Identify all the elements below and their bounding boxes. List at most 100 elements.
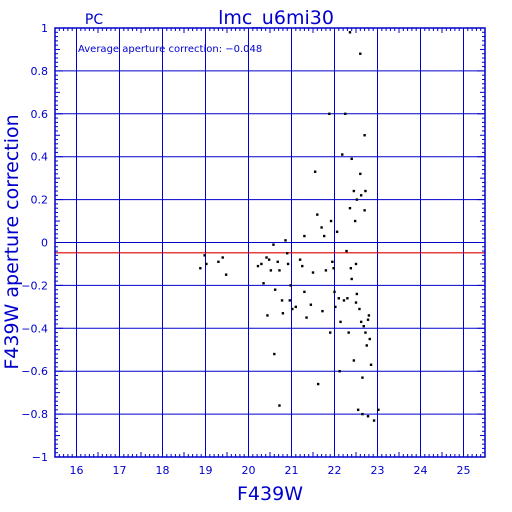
data-point [368, 337, 371, 341]
data-point [286, 252, 289, 255]
data-point [265, 256, 268, 259]
x-tick-label: 16 [70, 464, 84, 477]
data-point [359, 194, 363, 197]
data-point [364, 331, 367, 334]
data-point [369, 363, 373, 366]
y-tick-label: 0.4 [31, 151, 49, 164]
data-point [354, 301, 358, 304]
data-point [341, 153, 344, 156]
data-point [316, 213, 319, 216]
data-point [349, 267, 353, 270]
data-point [309, 303, 313, 306]
average-annotation: Average aperture correction: −0.048 [78, 44, 262, 55]
data-point [372, 419, 376, 422]
data-point [335, 230, 339, 233]
x-tick-label: 18 [156, 464, 170, 477]
data-point [366, 415, 370, 418]
data-point [365, 344, 368, 347]
data-point [364, 189, 367, 193]
y-tick-label: −0.4 [21, 322, 48, 335]
data-point [260, 262, 263, 266]
data-point [284, 239, 287, 242]
y-tick-label: −1 [32, 451, 48, 464]
data-point [313, 170, 317, 173]
data-point [203, 254, 206, 257]
data-point [355, 292, 359, 296]
data-point [301, 264, 304, 268]
y-tick-label: 0.6 [31, 108, 49, 121]
data-point [205, 262, 208, 266]
data-point [199, 267, 202, 270]
data-point [311, 271, 315, 274]
data-point [355, 198, 359, 201]
data-point [346, 297, 349, 300]
data-point [329, 331, 332, 334]
data-point [352, 189, 356, 193]
x-tick-label: 24 [414, 464, 428, 477]
data-point [361, 412, 364, 416]
grid-lines [55, 27, 485, 458]
data-point [354, 262, 358, 266]
data-point [350, 157, 353, 161]
data-point [281, 312, 285, 315]
data-point [377, 408, 380, 412]
data-point [316, 382, 320, 386]
y-tick-label: −0.2 [21, 279, 48, 292]
data-point [363, 134, 366, 137]
data-point [339, 320, 342, 324]
x-tick-label: 23 [371, 464, 385, 477]
y-tick-label: −0.8 [21, 408, 48, 421]
data-point [352, 359, 356, 362]
data-point [328, 112, 331, 115]
data-point [294, 305, 297, 309]
data-point [272, 243, 275, 246]
data-point [262, 282, 265, 285]
data-point [363, 209, 366, 212]
data-point [256, 264, 260, 268]
data-point [267, 258, 271, 261]
x-tick-label: 22 [328, 464, 342, 477]
data-point [345, 249, 348, 253]
data-point [338, 370, 341, 373]
data-point [291, 307, 294, 311]
data-point [303, 234, 306, 238]
data-point [356, 408, 360, 412]
data-point [217, 260, 220, 264]
data-point [286, 262, 290, 266]
data-point [347, 331, 350, 334]
data-point [276, 260, 279, 264]
data-point [288, 299, 291, 302]
data-point [350, 277, 353, 281]
y-tick-labels: 1 0.8 0.6 0.4 0.2 0 −0.2 −0.4 −0.6 −0.8 −1 [21, 22, 48, 464]
data-point [321, 309, 324, 313]
data-point [322, 234, 326, 238]
data-point [337, 297, 340, 300]
data-point [280, 299, 284, 302]
data-point [289, 284, 292, 287]
y-tick-label: 0 [41, 237, 48, 250]
data-point [362, 324, 365, 328]
data-point [342, 299, 346, 302]
chart-subtitle: PC [85, 12, 103, 28]
y-tick-label: −0.6 [21, 365, 48, 378]
data-point [344, 112, 347, 115]
x-tick-labels: 16 17 18 19 20 21 22 23 24 25 [70, 464, 471, 477]
data-point [333, 290, 336, 294]
y-axis-label: F439W aperture correction [1, 114, 23, 369]
data-point [278, 269, 281, 272]
x-tick-label: 21 [285, 464, 299, 477]
x-tick-label: 25 [457, 464, 471, 477]
data-points [199, 31, 380, 422]
data-point [221, 256, 224, 259]
data-point [361, 376, 364, 379]
data-point [298, 258, 302, 261]
data-point [334, 305, 337, 309]
data-point [305, 316, 308, 319]
data-point [359, 320, 363, 324]
data-point [331, 260, 334, 264]
data-point [359, 52, 362, 55]
y-tick-label: 0.2 [31, 194, 49, 207]
data-point [359, 172, 362, 176]
data-point [303, 290, 306, 294]
